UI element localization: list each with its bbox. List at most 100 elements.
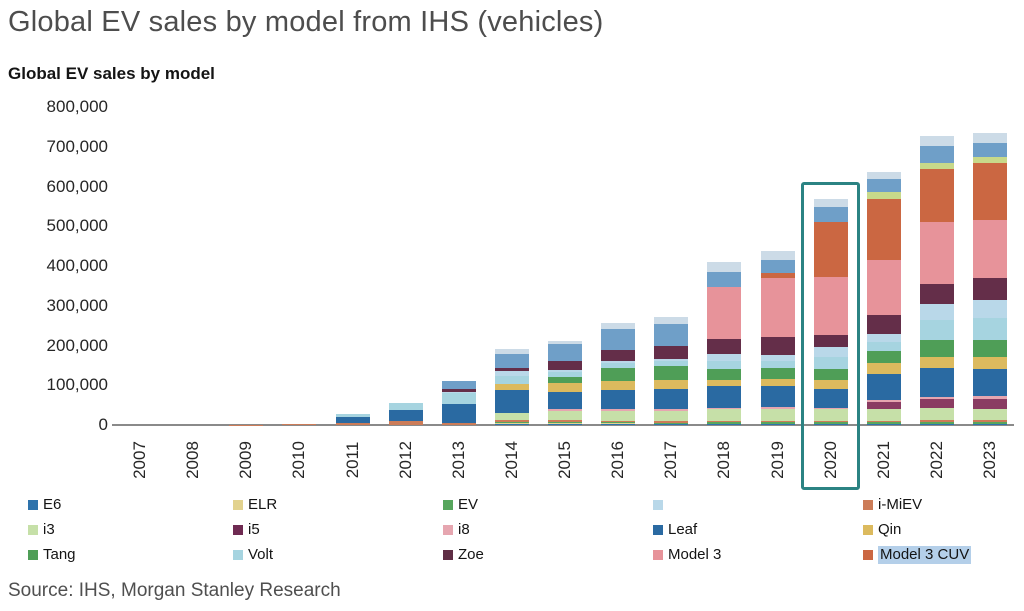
bar-segment [494,384,529,391]
bar-segment [760,420,795,423]
legend-item: Qin [863,521,901,543]
bar-segment [654,359,689,361]
bar-segment [601,409,636,412]
bar-segment [813,334,848,348]
bar-segment [866,409,901,421]
bar-segment [919,357,954,369]
legend-swatch [233,550,243,560]
bar-segment [654,411,689,422]
bar-segment [866,341,901,352]
bar-segment [760,423,795,425]
bar-segment [866,399,901,402]
bar-segment [601,411,636,422]
bar-segment [335,422,370,425]
x-tick-label: 2017 [661,441,681,479]
bar-segment [813,207,848,223]
legend-item: Model 3 [653,546,721,568]
bar-segment [866,315,901,334]
bar-segment [973,133,1007,144]
y-tick-label: 200,000 [46,335,108,355]
bar-segment [813,356,848,370]
bar-segment [654,366,689,381]
legend-swatch [653,500,663,510]
bar-segment [813,423,848,425]
x-tick-label: 2008 [183,441,203,479]
x-tick-label: 2009 [236,441,256,479]
x-tick-label: 2016 [608,441,628,479]
bar-segment [973,420,1007,422]
bar-segment [282,423,317,425]
legend-label: i8 [458,521,470,538]
bar-segment [654,380,689,389]
legend-item: E6 [28,496,61,518]
legend-swatch [28,550,38,560]
legend-swatch [443,550,453,560]
bar-segment [654,388,689,410]
source-note: Source: IHS, Morgan Stanley Research [8,580,341,601]
bar-segment [494,413,529,420]
bar-segment [494,424,529,425]
bar-segment [813,380,848,390]
bar-segment [866,420,901,423]
legend-label: i5 [248,521,260,538]
bar-segment [707,407,742,410]
legend-item: i-MiEV [863,496,922,518]
bar-segment [654,317,689,325]
page-title: Global EV sales by model from IHS (vehic… [8,6,604,38]
legend-label: Model 3 CUV [878,546,972,564]
legend-swatch [233,525,243,535]
x-tick-label: 2012 [395,441,415,479]
bar-segment [919,283,954,304]
bar-segment [654,361,689,367]
bar-segment [973,409,1007,421]
bar-segment [388,410,423,421]
bar-segment [494,419,529,422]
bar-segment [601,380,636,390]
bar-segment [866,171,901,179]
bar-segment [866,401,901,410]
bar-segment [548,409,582,411]
bar-segment [973,219,1007,279]
legend-swatch [233,500,243,510]
bar-segment [707,287,742,340]
bar-segment [919,339,954,358]
bar-segment [919,408,954,421]
bar-segment [813,198,848,208]
bar-segment [494,349,529,355]
bar-segment [601,323,636,330]
bar-segment [548,370,582,372]
bar-segment [548,341,582,344]
bar-segment [601,421,636,423]
bar-segment [654,409,689,412]
bar-segment [548,423,582,425]
legend-swatch [28,500,38,510]
legend-swatch [443,500,453,510]
bar-segment [813,222,848,277]
legend-label: i-MiEV [878,496,923,513]
bar-segment [601,329,636,350]
bar-segment [548,420,582,422]
bar-segment [548,410,582,421]
bar-segment [707,262,742,273]
bar-segment [601,423,636,425]
bar-segment [654,324,689,347]
bar-segment [973,157,1007,164]
bar-segment [441,391,476,394]
bar-segment [866,178,901,193]
bar-segment [548,421,582,423]
bar-segment [919,319,954,340]
bar-segment [388,402,423,411]
legend-label: Tang [43,546,76,563]
bar-segment [494,371,529,377]
bar-segment [866,422,901,424]
x-tick-label: 2019 [767,441,787,479]
legend-item: Zoe [443,546,484,568]
bar-segment [813,407,848,410]
bar-segment [973,423,1007,425]
bar-segment [866,198,901,261]
legend-label: Volt [248,546,274,563]
bar-segment [654,346,689,360]
bar-segment [760,259,795,274]
legend-item: Volt [233,546,273,568]
